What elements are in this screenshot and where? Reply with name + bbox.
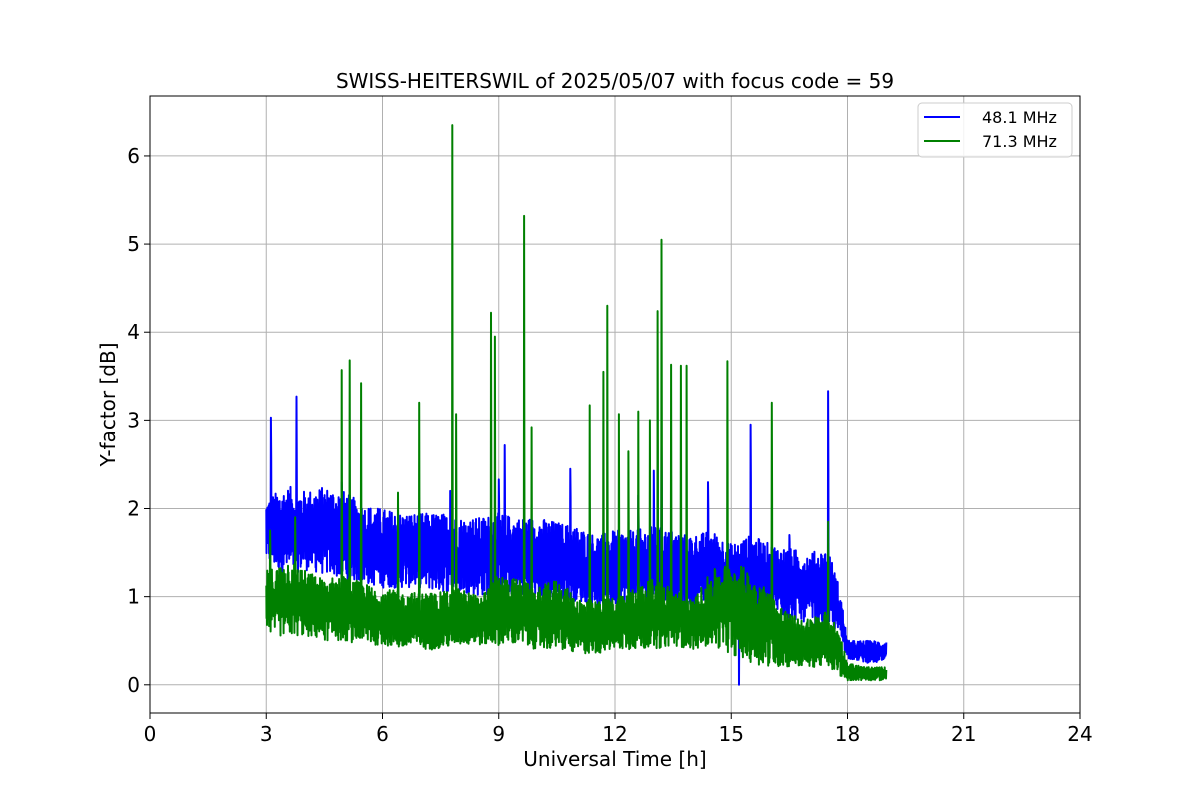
x-tick-label: 18 bbox=[835, 722, 860, 746]
x-tick-label: 21 bbox=[951, 722, 976, 746]
y-tick-label: 1 bbox=[127, 585, 140, 609]
series-line-71-3-mhz bbox=[265, 124, 888, 682]
x-tick-label: 12 bbox=[602, 722, 627, 746]
plot-area bbox=[265, 124, 888, 686]
legend-label-48-1-mhz: 48.1 MHz bbox=[982, 108, 1057, 127]
x-axis-label: Universal Time [h] bbox=[523, 747, 706, 771]
legend: 48.1 MHz 71.3 MHz bbox=[917, 102, 1073, 158]
legend-label-71-3-mhz: 71.3 MHz bbox=[982, 132, 1057, 151]
y-tick-label: 0 bbox=[127, 673, 140, 697]
chart-title: SWISS-HEITERSWIL of 2025/05/07 with focu… bbox=[336, 69, 894, 93]
y-axis-label: Y-factor [dB] bbox=[96, 342, 120, 467]
x-tick-label: 9 bbox=[492, 722, 505, 746]
y-tick-label: 6 bbox=[127, 144, 140, 168]
x-tick-label: 3 bbox=[260, 722, 273, 746]
y-tick-label: 2 bbox=[127, 497, 140, 521]
x-axis: 0 3 6 9 12 15 18 21 24 bbox=[144, 713, 1093, 746]
y-tick-label: 5 bbox=[127, 232, 140, 256]
x-tick-label: 15 bbox=[719, 722, 744, 746]
series-line-48-1-mhz bbox=[265, 390, 888, 686]
x-tick-label: 0 bbox=[144, 722, 157, 746]
y-tick-label: 4 bbox=[127, 320, 140, 344]
y-axis: 0 1 2 3 4 5 6 bbox=[127, 144, 150, 697]
y-tick-label: 3 bbox=[127, 408, 140, 432]
x-tick-label: 24 bbox=[1067, 722, 1092, 746]
x-tick-label: 6 bbox=[376, 722, 389, 746]
